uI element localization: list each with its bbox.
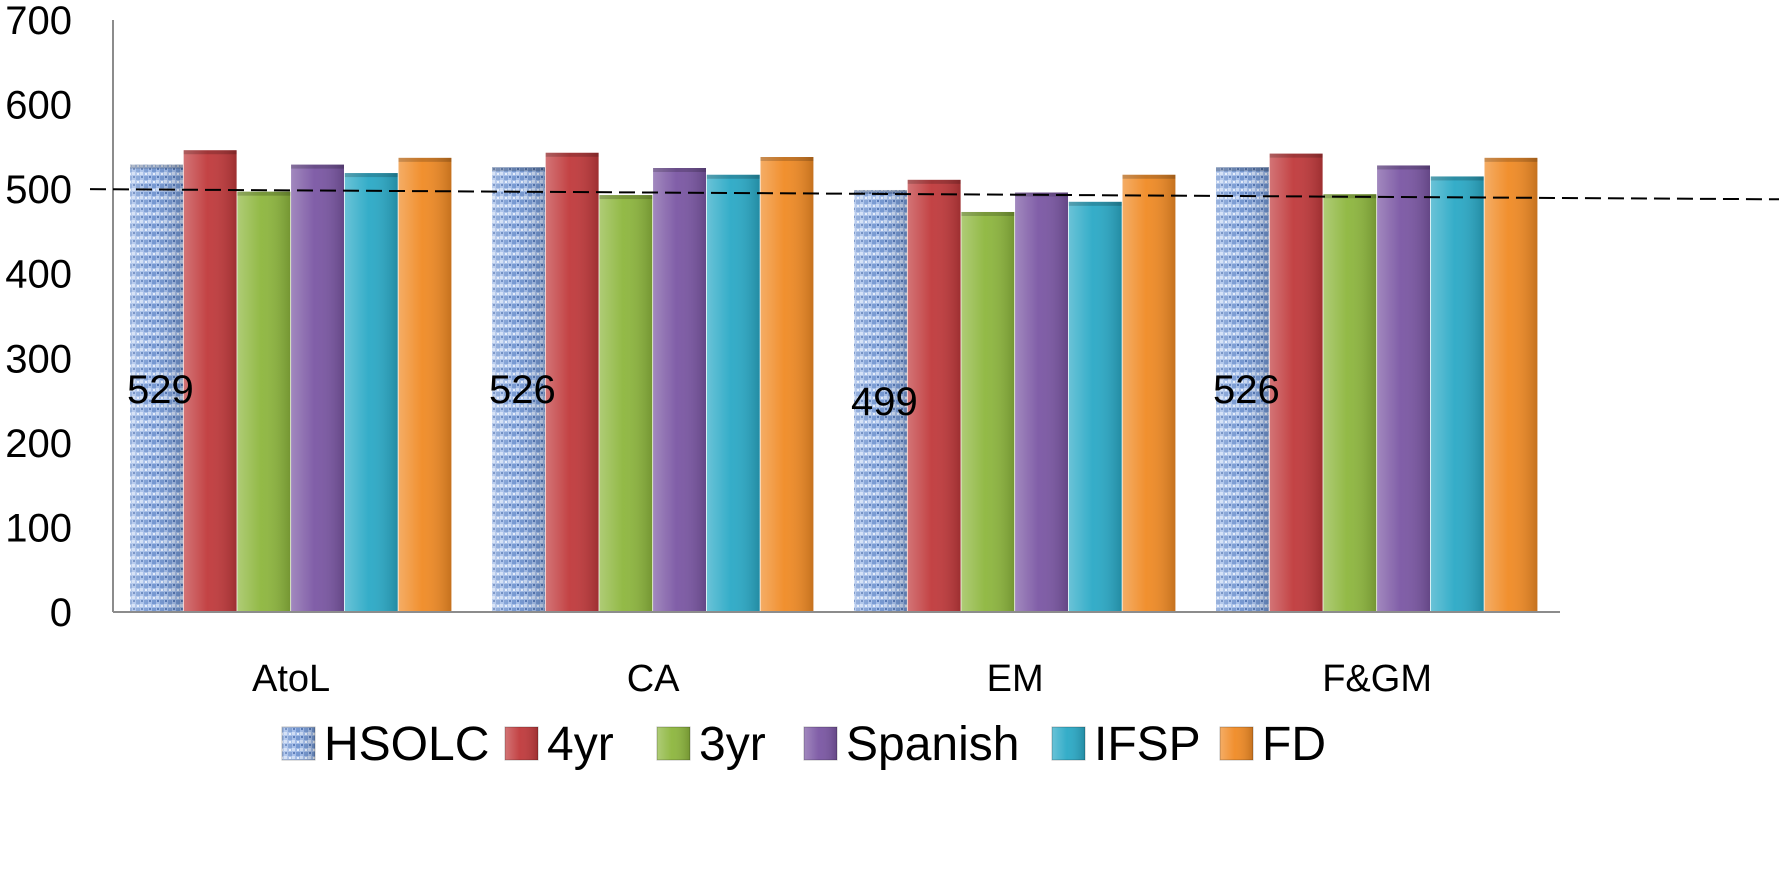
- bar-top-4yr-ca: [545, 152, 599, 157]
- bar-shade-fd-ca: [760, 157, 814, 612]
- bar-top-spanish-atol: [291, 164, 344, 169]
- legend-label-4yr: 4yr: [547, 718, 614, 771]
- legend-label-3yr: 3yr: [699, 718, 766, 771]
- bar-shade-spanish-atol: [291, 164, 344, 613]
- bar-shade-ifsp-em: [1068, 201, 1122, 613]
- legend-swatch-shade-3yr: [656, 726, 691, 761]
- legend-swatch-shade-fd: [1219, 726, 1254, 761]
- reference-dashed-line: [89, 188, 1779, 201]
- x-category-label-ca: CA: [627, 658, 680, 700]
- bar-shade-hsolc-fandgm: [1216, 167, 1269, 612]
- legend-label-fd: FD: [1262, 718, 1326, 771]
- bar-shade-fd-fandgm: [1484, 157, 1538, 612]
- y-tick-label-0: 0: [50, 591, 72, 635]
- legend-label-ifsp: IFSP: [1094, 718, 1201, 771]
- bar-top-fd-fandgm: [1484, 157, 1538, 162]
- y-tick-label-500: 500: [5, 168, 72, 212]
- x-axis-category-labels: AtoL CA EM F&GM: [252, 658, 1432, 700]
- bar-top-4yr-fandgm: [1269, 153, 1323, 158]
- bar-shade-fd-em: [1122, 174, 1176, 612]
- bar-shade-spanish-ca: [653, 168, 706, 612]
- bar-top-hsolc-atol: [130, 164, 183, 169]
- bar-top-4yr-atol: [183, 150, 237, 155]
- bar-top-4yr-em: [907, 179, 961, 184]
- x-category-label-atol: AtoL: [252, 658, 330, 700]
- y-tick-label-200: 200: [5, 422, 72, 466]
- legend-swatch-shade-hsolc: [281, 726, 316, 761]
- x-category-label-em: EM: [987, 658, 1044, 700]
- bar-shade-spanish-em: [1015, 192, 1068, 613]
- legend: HSOLC 4yr 3yr Spanish IFSP FD: [281, 718, 1326, 771]
- bar-top-3yr-ca: [599, 195, 653, 200]
- bar-shade-3yr-fandgm: [1323, 194, 1377, 612]
- y-tick-label-400: 400: [5, 253, 72, 297]
- data-label-hsolc-atol: 529: [127, 368, 194, 412]
- y-axis-tick-labels: 0 100 200 300 400 500 600 700: [5, 0, 72, 635]
- bar-top-fd-ca: [760, 157, 814, 162]
- bar-top-ifsp-fandgm: [1430, 176, 1484, 181]
- bar-top-ifsp-atol: [344, 173, 398, 178]
- reference-line: [89, 188, 1779, 201]
- bar-top-3yr-em: [961, 211, 1015, 216]
- bar-shade-ifsp-fandgm: [1430, 176, 1484, 612]
- bar-shade-3yr-em: [961, 211, 1015, 612]
- bar-shade-ifsp-ca: [706, 174, 760, 612]
- bar-shade-hsolc-atol: [130, 164, 183, 613]
- bar-top-3yr-atol: [237, 191, 291, 196]
- bar-shade-hsolc-em: [854, 189, 907, 612]
- legend-label-spanish: Spanish: [846, 718, 1019, 771]
- data-label-hsolc-fandgm: 526: [1213, 368, 1280, 412]
- bar-shade-3yr-ca: [599, 195, 653, 612]
- bar-top-hsolc-em: [854, 189, 907, 194]
- bar-shade-4yr-em: [907, 179, 961, 612]
- bar-shade-4yr-ca: [545, 152, 599, 612]
- bar-shade-4yr-atol: [183, 150, 237, 613]
- bar-shade-hsolc-ca: [492, 167, 545, 612]
- legend-swatch-shade-ifsp: [1051, 726, 1086, 761]
- y-tick-label-700: 700: [5, 0, 72, 43]
- bar-top-fd-em: [1122, 174, 1176, 179]
- bar-shade-3yr-atol: [237, 191, 291, 612]
- bar-series: [130, 150, 1538, 613]
- legend-swatch-shade-spanish: [803, 726, 838, 761]
- bar-shade-spanish-fandgm: [1377, 165, 1430, 612]
- legend-label-hsolc: HSOLC: [324, 718, 489, 771]
- x-category-label-fandgm: F&GM: [1322, 658, 1432, 700]
- bar-top-fd-atol: [398, 157, 452, 162]
- bar-top-hsolc-fandgm: [1216, 167, 1269, 172]
- legend-swatch-shade-4yr: [504, 726, 539, 761]
- bar-shade-ifsp-atol: [344, 173, 398, 612]
- data-label-hsolc-ca: 526: [489, 368, 556, 412]
- bar-top-spanish-ca: [653, 168, 706, 172]
- bar-top-spanish-fandgm: [1377, 165, 1430, 170]
- bar-top-3yr-fandgm: [1323, 194, 1377, 199]
- data-labels: 529 526 499 526: [127, 368, 1280, 424]
- y-tick-label-100: 100: [5, 506, 72, 550]
- axes: [112, 20, 1560, 613]
- bar-top-ifsp-em: [1068, 201, 1122, 206]
- y-tick-label-600: 600: [5, 84, 72, 128]
- bar-shade-fd-atol: [398, 157, 452, 612]
- data-label-hsolc-em: 499: [851, 380, 918, 424]
- y-tick-label-300: 300: [5, 337, 72, 381]
- bar-shade-4yr-fandgm: [1269, 153, 1323, 612]
- bar-top-ifsp-ca: [706, 174, 760, 179]
- bar-top-hsolc-ca: [492, 167, 545, 172]
